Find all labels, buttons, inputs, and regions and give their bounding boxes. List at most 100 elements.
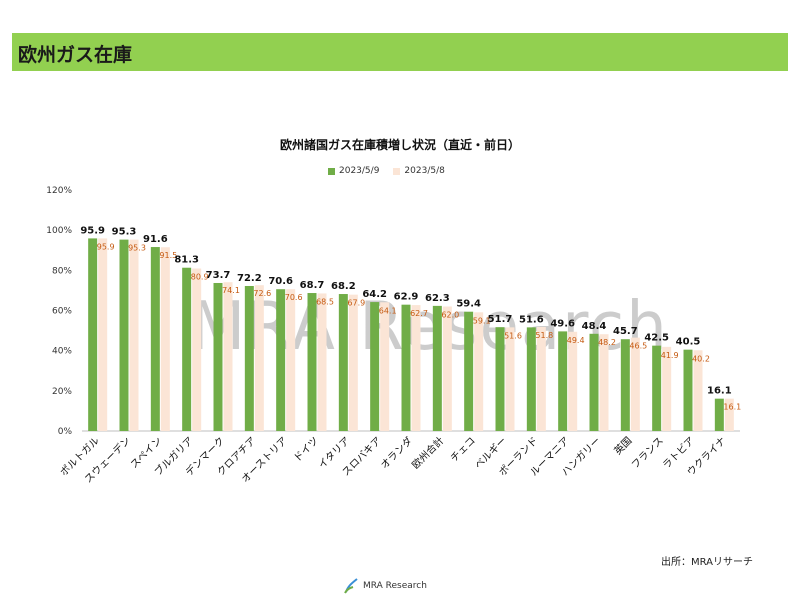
data-label-series-2: 41.9 <box>661 351 679 360</box>
bar-series-1 <box>558 331 568 431</box>
data-label-series-2: 67.9 <box>347 299 365 308</box>
y-tick-label: 120% <box>46 186 72 196</box>
data-label-series-2: 68.5 <box>316 297 334 306</box>
data-label-series-2: 62.7 <box>410 309 428 318</box>
legend-item-series-1: 2023/5/9 <box>328 166 379 176</box>
data-label-series-1: 91.6 <box>143 234 168 245</box>
data-label-series-2: 74.1 <box>222 286 240 295</box>
bar-series-2 <box>536 326 546 431</box>
data-label-series-2: 40.2 <box>692 354 710 363</box>
data-label-series-2: 95.3 <box>128 244 146 253</box>
x-tick-label: フランス <box>629 435 666 472</box>
x-tick-label: 欧州合計 <box>409 434 446 471</box>
data-label-series-1: 95.9 <box>80 225 105 236</box>
bar-series-2 <box>348 294 358 431</box>
bar-series-1 <box>307 293 317 431</box>
bar-series-2 <box>474 312 484 431</box>
bar-series-1 <box>88 238 98 431</box>
bar-series-2 <box>98 238 108 431</box>
legend-swatch-series-1 <box>328 167 335 175</box>
legend-swatch-series-2 <box>393 167 401 175</box>
header-bar <box>12 33 788 71</box>
data-label-series-2: 70.6 <box>285 293 303 302</box>
data-label-series-2: 51.8 <box>535 331 553 340</box>
data-label-series-1: 70.6 <box>268 276 293 287</box>
bar-series-2 <box>286 289 296 431</box>
x-tick-label: オランダ <box>378 434 415 471</box>
bar-series-2 <box>505 327 515 431</box>
bar-series-2 <box>442 306 452 431</box>
x-tick-label: チェコ <box>448 435 478 465</box>
data-label-series-1: 42.5 <box>644 333 669 344</box>
data-label-series-1: 51.6 <box>519 314 544 325</box>
legend-label-series-1: 2023/5/9 <box>339 166 380 176</box>
bar-series-2 <box>630 337 640 431</box>
bar-series-1 <box>526 327 536 431</box>
data-label-series-1: 40.5 <box>676 337 701 348</box>
x-tick-label: ドイツ <box>292 435 321 464</box>
y-tick-label: 80% <box>52 266 72 276</box>
y-tick-label: 20% <box>52 387 72 397</box>
data-label-series-1: 64.2 <box>362 289 387 300</box>
bar-series-2 <box>223 282 233 431</box>
bar-series-1 <box>495 327 505 431</box>
bar-series-2 <box>160 247 170 431</box>
data-label-series-1: 68.2 <box>331 281 356 292</box>
data-label-series-2: 62.0 <box>441 310 459 319</box>
bar-series-1 <box>652 345 662 431</box>
bar-series-1 <box>244 285 254 431</box>
bar-series-2 <box>724 398 734 431</box>
bar-series-1 <box>683 349 693 431</box>
data-label-series-2: 59.1 <box>473 316 491 325</box>
data-label-series-1: 49.6 <box>550 318 575 329</box>
data-label-series-1: 72.2 <box>237 273 262 284</box>
data-label-series-2: 91.5 <box>159 251 177 260</box>
bar-series-1 <box>464 311 474 431</box>
data-label-series-1: 48.4 <box>582 321 607 332</box>
data-label-series-2: 80.9 <box>191 273 209 282</box>
data-label-series-2: 64.1 <box>379 306 397 315</box>
y-tick-label: 40% <box>52 347 72 357</box>
data-label-series-1: 16.1 <box>707 386 732 397</box>
bar-series-1 <box>370 302 380 431</box>
data-label-series-1: 45.7 <box>613 326 638 337</box>
y-tick-label: 0% <box>58 427 73 437</box>
legend-label-series-2: 2023/5/8 <box>404 166 445 176</box>
bar-series-1 <box>150 247 160 431</box>
bar-series-2 <box>192 268 202 431</box>
data-label-series-1: 62.3 <box>425 293 450 304</box>
data-label-series-2: 16.1 <box>723 403 741 412</box>
chart-legend: 2023/5/9 2023/5/8 <box>328 166 445 176</box>
bar-series-2 <box>254 285 264 431</box>
data-label-series-1: 51.7 <box>488 314 513 325</box>
bar-series-1 <box>714 398 724 431</box>
bar-series-2 <box>129 239 139 431</box>
y-tick-label: 60% <box>52 307 72 317</box>
bar-series-1 <box>213 282 223 431</box>
bar-series-2 <box>693 350 703 431</box>
bar-series-2 <box>380 302 390 431</box>
chart-title: 欧州諸国ガス在庫積増し状況（直近・前日） <box>279 138 520 152</box>
logo-text: MRA Research <box>363 581 427 591</box>
y-tick-label: 100% <box>46 226 72 236</box>
x-tick-label: 英国 <box>611 434 634 457</box>
page-title: 欧州ガス在庫 <box>18 44 133 66</box>
data-label-series-1: 73.7 <box>206 270 231 281</box>
bar-series-2 <box>411 305 421 431</box>
bar-series-1 <box>432 305 442 431</box>
data-label-series-2: 49.4 <box>567 336 585 345</box>
data-label-series-1: 62.9 <box>394 292 419 303</box>
data-label-series-2: 95.9 <box>97 242 115 251</box>
bar-series-2 <box>317 293 327 431</box>
bar-series-1 <box>589 333 599 431</box>
bar-series-2 <box>568 331 578 431</box>
bar-series-2 <box>599 334 609 431</box>
data-label-series-2: 51.6 <box>504 331 522 340</box>
data-label-series-1: 59.4 <box>456 299 481 310</box>
bar-series-1 <box>276 289 286 431</box>
logo-icon <box>344 578 358 594</box>
data-label-series-1: 95.3 <box>112 227 137 238</box>
bar-series-1 <box>401 304 411 431</box>
data-label-series-1: 68.7 <box>300 280 325 291</box>
